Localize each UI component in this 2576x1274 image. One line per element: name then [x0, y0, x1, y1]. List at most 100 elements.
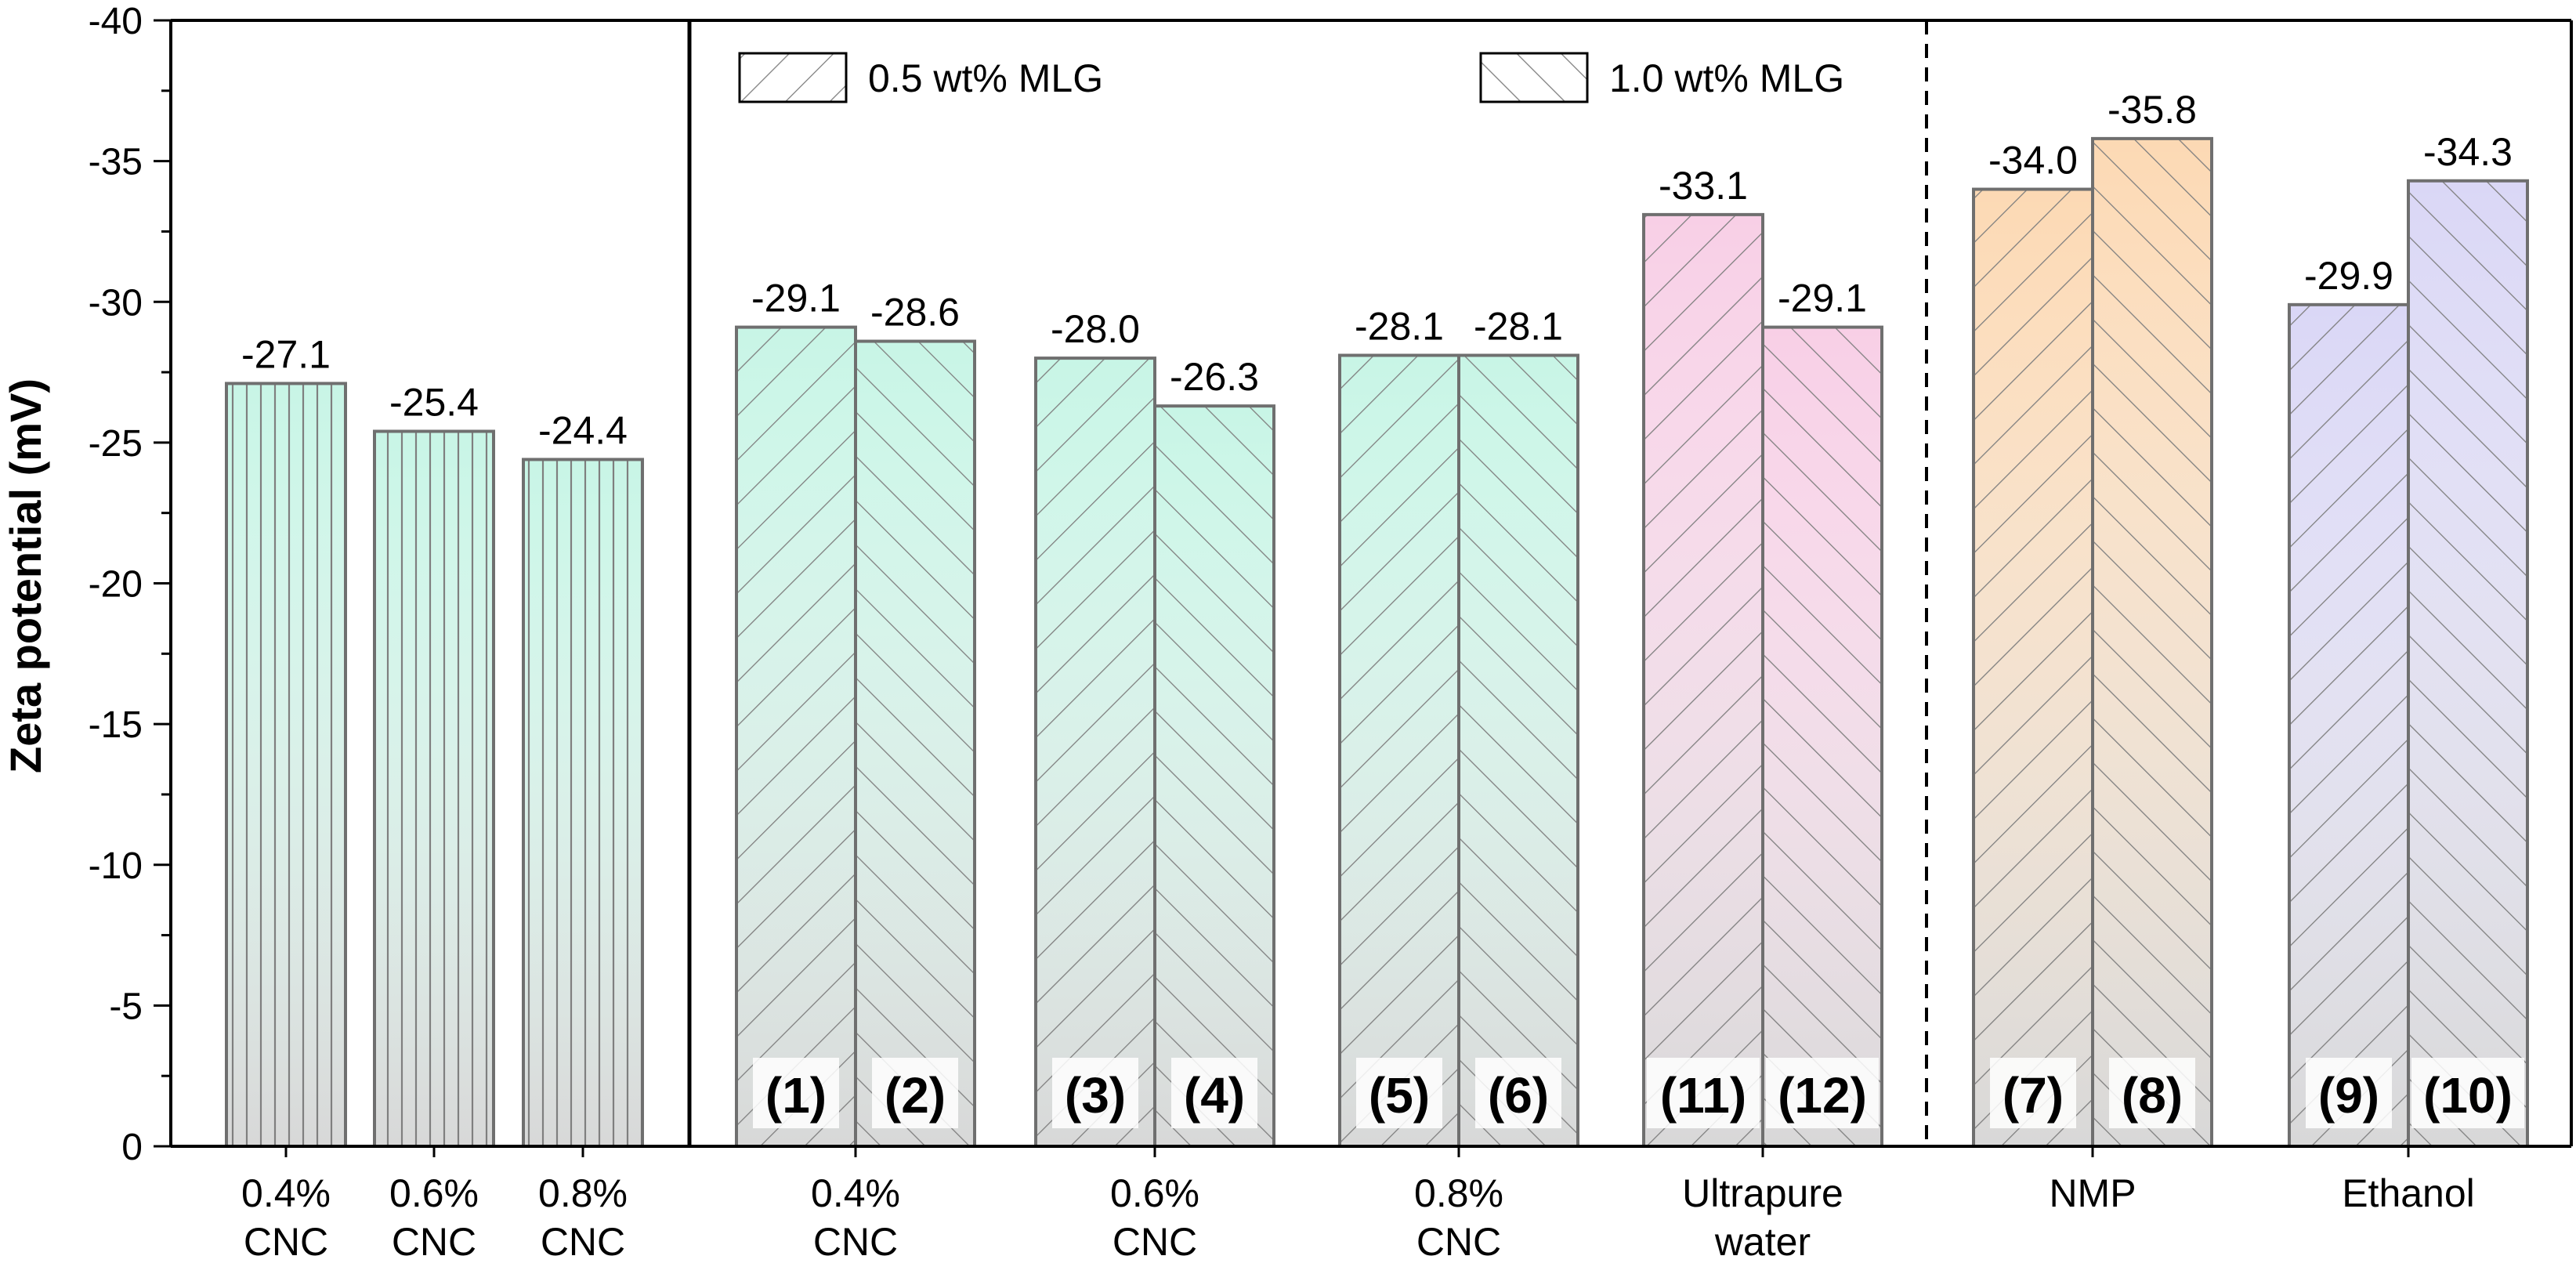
- x-tick-label: 0.6% CNC: [389, 1171, 479, 1264]
- bar-hatch: [1763, 327, 1882, 1146]
- bar-value-label: -28.0: [1051, 307, 1140, 351]
- bar-value-label: -28.6: [870, 291, 960, 335]
- bar-id-backdrop: [872, 1058, 958, 1128]
- bar-hatch: [374, 431, 494, 1146]
- y-tick-label: -25: [89, 423, 143, 465]
- bar-id-label: (7): [2003, 1067, 2064, 1124]
- bar: [225, 382, 347, 1148]
- bar: [522, 458, 644, 1148]
- bar-value-label: -29.1: [1778, 277, 1867, 320]
- y-tick-label: -5: [109, 986, 143, 1027]
- bar: [1338, 353, 1460, 1148]
- bar-id-backdrop: [1647, 1058, 1760, 1128]
- labels-layer: -27.1 0.4% CNC -25.4 0.6% CNC -24.4 0.8% CNC -29.…: [241, 88, 2524, 1264]
- legend-entry: 0.5 wt% MLG: [738, 52, 1103, 103]
- bar-value-label: -27.1: [241, 332, 331, 376]
- bar-value-label: -28.1: [1355, 305, 1444, 349]
- bar: [1457, 353, 1579, 1148]
- legend: 0.5 wt% MLG 1.0 wt% MLG: [738, 52, 1844, 103]
- x-tick-label: 0.4% CNC: [811, 1171, 900, 1264]
- bar-hatch: [2093, 138, 2212, 1146]
- bar-hatch: [523, 459, 642, 1146]
- bar-hatch: [1036, 358, 1155, 1147]
- bar-hatch: [226, 383, 346, 1146]
- legend-swatch-outline: [1479, 52, 1589, 103]
- y-tick-label: -40: [89, 1, 143, 42]
- bar-id-label: (5): [1369, 1067, 1430, 1124]
- bar-value-label: -34.3: [2423, 130, 2513, 174]
- bar-id-label: (11): [1660, 1067, 1746, 1124]
- bar-id-label: (9): [2318, 1067, 2379, 1124]
- bar-id-backdrop: [1475, 1058, 1561, 1128]
- legend-label: 1.0 wt% MLG: [1609, 56, 1844, 100]
- bar-id-label: (8): [2122, 1067, 2183, 1124]
- bar: [373, 429, 495, 1148]
- bar-hatch: [1644, 214, 1763, 1146]
- bar-hatch: [1459, 355, 1578, 1146]
- bar-id-backdrop: [1171, 1058, 1257, 1128]
- axes-layer: 0 -5 -10 -15 -20 -25 -30 -35 -40: [89, 1, 2573, 1168]
- bar-hatch: [1155, 406, 1274, 1146]
- bar-id-backdrop: [1356, 1058, 1442, 1128]
- bar: [1761, 325, 1883, 1148]
- bar-id-backdrop: [2306, 1058, 2392, 1128]
- bar-value-label: -33.1: [1659, 164, 1748, 208]
- bar-id-label: (4): [1184, 1067, 1245, 1124]
- bar-id-label: (6): [1488, 1067, 1549, 1124]
- bar-hatch: [856, 341, 975, 1146]
- separators-layer: [687, 20, 1928, 1146]
- bar-value-label: -29.1: [751, 277, 841, 320]
- bar-value-label: -26.3: [1170, 355, 1259, 399]
- legend-label: 0.5 wt% MLG: [868, 56, 1103, 100]
- bar-hatch: [2408, 180, 2527, 1147]
- bar-id-label: (3): [1065, 1067, 1126, 1124]
- bar: [1642, 212, 1764, 1149]
- bar-value-label: -35.8: [2107, 88, 2197, 132]
- bar-value-label: -24.4: [538, 408, 628, 452]
- x-tick-label: 0.8% CNC: [538, 1171, 628, 1264]
- bar-hatch: [1340, 355, 1459, 1146]
- bar-value-label: -34.0: [1988, 139, 2078, 183]
- legend-swatch-hatch: [1481, 53, 1587, 102]
- bar-hatch: [736, 327, 856, 1146]
- bar: [2091, 136, 2213, 1148]
- y-tick-label: -35: [89, 142, 143, 183]
- bar-id-label: (1): [765, 1067, 827, 1124]
- x-tick-label: 0.8% CNC: [1414, 1171, 1503, 1264]
- bar-hatch: [1974, 189, 2093, 1146]
- bar: [1972, 187, 2094, 1148]
- bars-layer: [225, 136, 2529, 1149]
- bar: [1034, 357, 1156, 1149]
- x-tick-label: 0.6% CNC: [1110, 1171, 1199, 1264]
- bar-id-backdrop: [1990, 1058, 2076, 1128]
- bar-id-backdrop: [1052, 1058, 1138, 1128]
- x-tick-label: Ultrapure water: [1682, 1171, 1843, 1264]
- y-tick-label: 0: [121, 1127, 143, 1168]
- x-tick-label: NMP: [2049, 1171, 2136, 1215]
- bar-id-label: (2): [885, 1067, 946, 1124]
- bar: [735, 325, 857, 1148]
- bar-value-label: -25.4: [389, 381, 479, 425]
- bar-id-backdrop: [2109, 1058, 2195, 1128]
- x-tick-label: 0.4% CNC: [241, 1171, 331, 1264]
- bar-id-label: (12): [1778, 1067, 1867, 1124]
- bar-value-label: -28.1: [1474, 305, 1563, 349]
- y-tick-label: -10: [89, 845, 143, 887]
- bar-value-label: -29.9: [2304, 254, 2393, 298]
- legend-swatch-outline: [738, 52, 848, 103]
- bar: [2288, 302, 2410, 1148]
- bar: [1153, 404, 1275, 1148]
- bar-id-backdrop: [1766, 1058, 1879, 1128]
- x-tick-label: Ethanol: [2342, 1171, 2475, 1215]
- y-tick-label: -15: [89, 704, 143, 746]
- bar-hatch: [2289, 304, 2408, 1146]
- bar-id-label: (10): [2423, 1067, 2513, 1124]
- bar-id-backdrop: [753, 1058, 839, 1128]
- bar: [2407, 179, 2529, 1149]
- y-tick-label: -20: [89, 564, 143, 606]
- bar: [854, 339, 976, 1148]
- bar-id-backdrop: [2411, 1058, 2524, 1128]
- y-tick-label: -30: [89, 282, 143, 324]
